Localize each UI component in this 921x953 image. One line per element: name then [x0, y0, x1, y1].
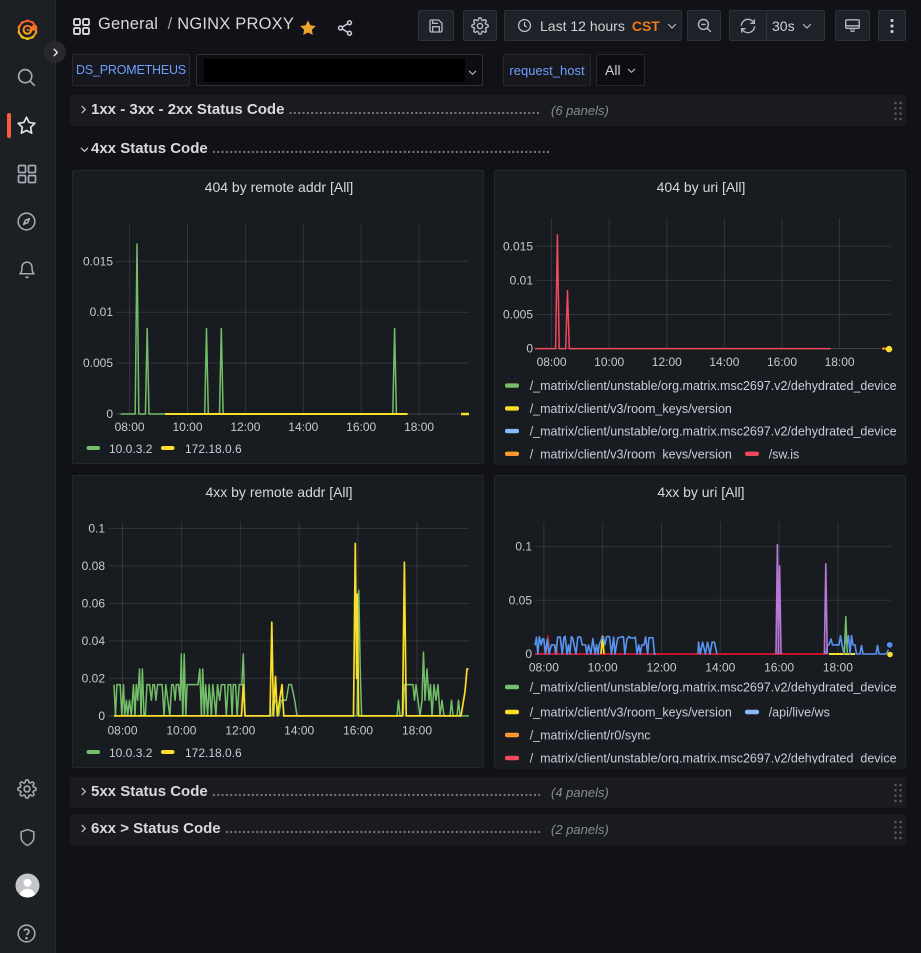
svg-text:18:00: 18:00	[402, 724, 432, 738]
svg-text:0.05: 0.05	[509, 593, 533, 607]
svg-text:404 by uri [All]: 404 by uri [All]	[657, 179, 746, 195]
svg-text:08:00: 08:00	[529, 661, 559, 675]
svg-text:0.08: 0.08	[82, 559, 106, 573]
svg-text:0.015: 0.015	[83, 254, 113, 268]
svg-text:18:00: 18:00	[404, 420, 434, 434]
svg-text:4xx by remote addr [All]: 4xx by remote addr [All]	[205, 484, 352, 500]
svg-text:/_matrix/client/unstable/org.m: /_matrix/client/unstable/org.matrix.msc2…	[530, 425, 897, 439]
svg-text:18:00: 18:00	[825, 355, 855, 369]
svg-text:10.0.3.2: 10.0.3.2	[109, 442, 153, 456]
svg-text:08:00: 08:00	[115, 420, 145, 434]
svg-text:0: 0	[98, 709, 105, 723]
svg-text:0.06: 0.06	[82, 596, 106, 610]
svg-text:14:00: 14:00	[705, 661, 735, 675]
svg-text:/_matrix/client/unstable/org.m: /_matrix/client/unstable/org.matrix.msc2…	[530, 752, 897, 766]
svg-text:/_matrix/client/v3/room_keys/v: /_matrix/client/v3/room_keys/version	[530, 706, 732, 720]
svg-text:/_matrix/client/r0/sync: /_matrix/client/r0/sync	[530, 729, 651, 743]
svg-text:0.005: 0.005	[503, 308, 533, 322]
svg-text:0.02: 0.02	[82, 671, 106, 685]
svg-text:404 by remote addr [All]: 404 by remote addr [All]	[205, 179, 354, 195]
svg-text:16:00: 16:00	[346, 420, 376, 434]
svg-text:14:00: 14:00	[288, 420, 318, 434]
svg-text:16:00: 16:00	[767, 355, 797, 369]
svg-text:10:00: 10:00	[588, 661, 618, 675]
svg-text:/_matrix/client/v3/room_keys/v: /_matrix/client/v3/room_keys/version	[530, 402, 732, 416]
svg-text:/_matrix/client/unstable/org.m: /_matrix/client/unstable/org.matrix.msc2…	[530, 379, 897, 393]
svg-text:10.0.3.2: 10.0.3.2	[109, 746, 153, 760]
svg-text:4xx by uri [All]: 4xx by uri [All]	[657, 484, 744, 500]
svg-text:/api/live/ws: /api/live/ws	[769, 706, 830, 720]
svg-text:14:00: 14:00	[709, 355, 739, 369]
svg-text:172.18.0.6: 172.18.0.6	[185, 746, 242, 760]
svg-text:18:00: 18:00	[823, 661, 853, 675]
svg-text:12:00: 12:00	[225, 724, 255, 738]
svg-text:/_matrix/client/v3/room_keys/v: /_matrix/client/v3/room_keys/version	[530, 447, 732, 461]
svg-text:0.1: 0.1	[515, 540, 532, 554]
svg-text:12:00: 12:00	[652, 355, 682, 369]
svg-text:14:00: 14:00	[284, 724, 314, 738]
svg-text:/sw.js: /sw.js	[769, 447, 800, 461]
svg-text:0.04: 0.04	[82, 634, 106, 648]
svg-text:16:00: 16:00	[343, 724, 373, 738]
svg-text:12:00: 12:00	[230, 420, 260, 434]
svg-text:0: 0	[106, 407, 113, 421]
svg-text:0.1: 0.1	[88, 521, 105, 535]
svg-text:0.015: 0.015	[503, 239, 533, 253]
svg-text:0.01: 0.01	[90, 305, 114, 319]
svg-text:0: 0	[526, 342, 533, 356]
svg-text:0.005: 0.005	[83, 356, 113, 370]
svg-text:08:00: 08:00	[107, 724, 137, 738]
svg-text:08:00: 08:00	[537, 355, 567, 369]
svg-text:172.18.0.6: 172.18.0.6	[185, 442, 242, 456]
svg-text:/_matrix/client/unstable/org.m: /_matrix/client/unstable/org.matrix.msc2…	[530, 681, 897, 695]
svg-text:0.01: 0.01	[510, 273, 534, 287]
svg-text:0: 0	[525, 647, 532, 661]
svg-text:16:00: 16:00	[764, 661, 794, 675]
svg-text:10:00: 10:00	[594, 355, 624, 369]
svg-text:12:00: 12:00	[646, 661, 676, 675]
svg-text:10:00: 10:00	[172, 420, 202, 434]
svg-text:10:00: 10:00	[166, 724, 196, 738]
